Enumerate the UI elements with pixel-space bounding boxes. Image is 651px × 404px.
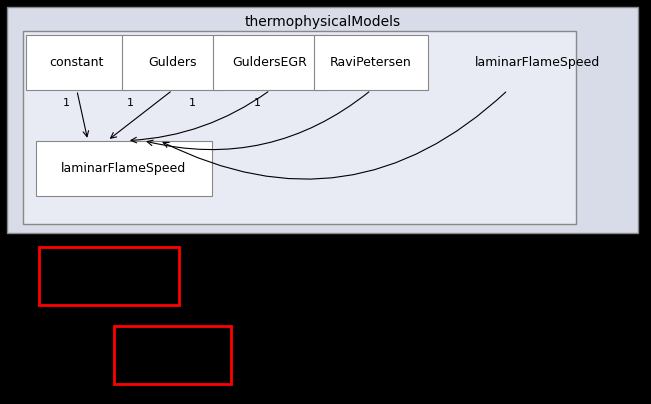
FancyBboxPatch shape [39,247,179,305]
Text: RaviPetersen: RaviPetersen [330,56,412,69]
FancyBboxPatch shape [213,35,327,90]
Text: thermophysicalModels: thermophysicalModels [244,15,400,29]
Text: 1: 1 [62,98,70,108]
FancyBboxPatch shape [36,141,212,196]
FancyBboxPatch shape [314,35,428,90]
Text: 1: 1 [127,98,133,108]
FancyBboxPatch shape [26,35,128,90]
Text: constant: constant [49,56,104,69]
FancyBboxPatch shape [7,7,638,233]
Text: 1: 1 [254,98,260,108]
Text: laminarFlameSpeed: laminarFlameSpeed [61,162,186,175]
Text: laminarFlameSpeed: laminarFlameSpeed [475,56,600,69]
Text: Gulders: Gulders [148,56,197,69]
Text: GuldersEGR: GuldersEGR [232,56,308,69]
FancyBboxPatch shape [23,31,576,223]
Text: 1: 1 [189,98,195,108]
FancyBboxPatch shape [122,35,223,90]
FancyBboxPatch shape [114,326,231,384]
